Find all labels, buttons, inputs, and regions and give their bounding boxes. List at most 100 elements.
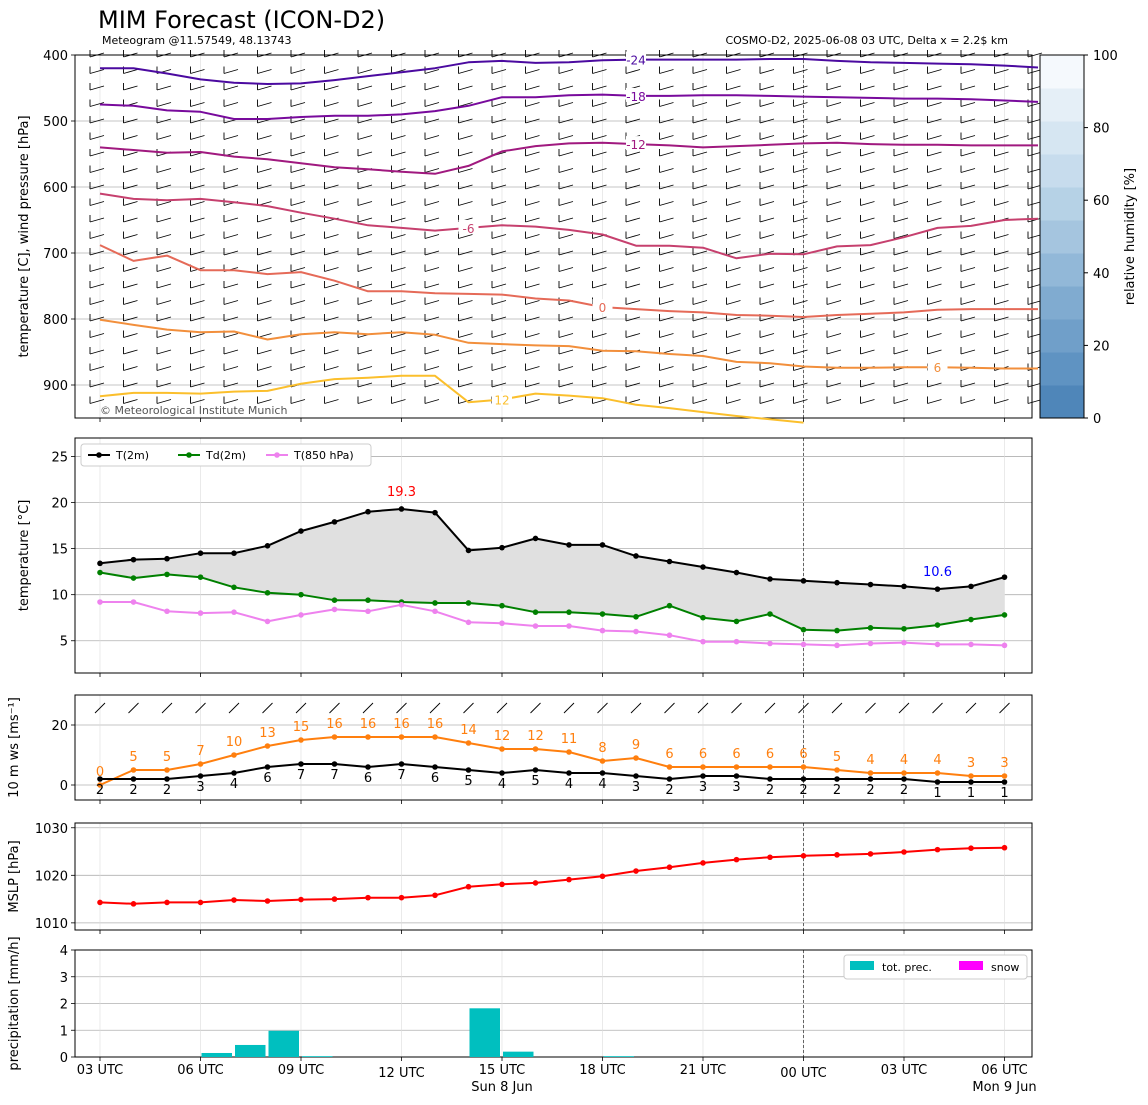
wind-barb — [290, 267, 306, 272]
wind-barb — [223, 168, 239, 173]
data-label-wind_gust_line: 3 — [632, 780, 640, 795]
data-point-wind_gust_line — [130, 776, 137, 782]
extreme-label: 10.6 — [923, 565, 952, 580]
data-point-wind_gust_line — [331, 761, 338, 767]
wind-barb — [558, 168, 574, 173]
wind-barb — [357, 135, 373, 140]
data-point-mslp — [733, 856, 740, 863]
wind-barb — [391, 102, 406, 107]
wind-barb — [558, 52, 574, 58]
wind-barb — [525, 333, 540, 338]
data-point-wind_gust_line — [666, 776, 673, 782]
wind-barb — [659, 118, 674, 124]
wind-barb — [123, 52, 138, 58]
wind-barb — [223, 382, 239, 388]
data-point-wind_gust_line — [398, 761, 405, 767]
wind-barb — [860, 151, 875, 157]
wind-barb — [156, 250, 172, 256]
wind-barb — [692, 366, 708, 371]
wind-barb — [391, 283, 406, 289]
data-label-wind_speed: 16 — [393, 717, 410, 732]
wind-barb — [759, 52, 775, 58]
wind-barb — [759, 168, 775, 173]
data-point-t850 — [298, 612, 304, 618]
data-point-t850 — [566, 623, 572, 629]
precip-bar — [469, 1008, 500, 1057]
data-point-td2m — [499, 602, 505, 609]
data-point-td2m — [767, 611, 773, 617]
wind-barb — [89, 366, 105, 371]
wind-barb — [156, 234, 172, 239]
precip-bar — [503, 1051, 534, 1057]
wind-barb — [491, 184, 507, 190]
wind-barb — [156, 184, 172, 190]
data-point-wind_speed — [901, 770, 907, 776]
isotherm-label-bg — [458, 219, 479, 234]
wind-barb — [625, 382, 641, 388]
colorbar-segment — [1040, 253, 1084, 287]
wind-barb — [726, 118, 741, 124]
wind-barb — [391, 250, 406, 256]
wind-barb — [357, 52, 373, 58]
wind-barb — [994, 184, 1009, 190]
wind-barb — [960, 217, 976, 223]
data-point-td2m — [331, 597, 338, 603]
data-point-t2m — [298, 528, 304, 534]
wind-barb — [123, 267, 138, 272]
data-label-wind_gust_line: 6 — [364, 771, 372, 786]
wind-barb — [525, 316, 540, 322]
wind-barb — [290, 316, 306, 322]
wind-barb — [290, 184, 306, 190]
wind-barb — [190, 316, 205, 322]
wind-barb — [463, 702, 474, 714]
data-label-wind_gust_line: 5 — [531, 774, 539, 789]
wind-barb — [324, 69, 339, 74]
wind-barb — [424, 102, 440, 107]
wind-barb — [726, 135, 741, 140]
wind-barb — [156, 283, 172, 289]
wind-barb — [659, 52, 674, 58]
wind-barb — [999, 702, 1010, 714]
wind-barb — [525, 102, 540, 107]
wind-barb — [831, 702, 843, 714]
wind-barb — [726, 168, 741, 173]
data-point-t2m — [398, 506, 405, 512]
colorbar-segment — [1040, 286, 1084, 320]
wind-barb — [860, 399, 875, 404]
wind-barb — [994, 52, 1009, 58]
wind-barb — [89, 151, 105, 157]
wind-barb — [525, 382, 540, 388]
wind-barb — [592, 366, 607, 371]
data-point-wind_speed — [599, 758, 606, 764]
data-label-wind_speed: 4 — [900, 753, 908, 768]
temperature-legend: T(2m) Td(2m) T(850 hPa) — [80, 443, 372, 467]
data-point-wind_speed — [934, 770, 941, 776]
precip-bar — [302, 1056, 333, 1057]
wind-barb — [558, 283, 574, 289]
wind-barb — [659, 201, 674, 206]
wind-barb — [860, 283, 875, 289]
wind-barb — [290, 283, 306, 289]
wind-barb — [625, 316, 641, 322]
wind-barb — [491, 168, 507, 173]
data-point-wind_speed — [432, 734, 438, 740]
data-point-mslp — [398, 894, 405, 901]
wind-barb — [726, 316, 741, 322]
wind-barb — [659, 267, 674, 272]
wind-barb — [156, 300, 172, 305]
wind-barb — [759, 333, 775, 338]
wind-barb — [324, 168, 339, 173]
wind-barb — [994, 69, 1009, 74]
wind-barb — [491, 300, 507, 305]
wind-barb — [558, 85, 574, 91]
wind-barb — [994, 349, 1009, 355]
data-label-wind_speed: 6 — [732, 747, 740, 762]
xtick-label: 03 UTC — [881, 1063, 927, 1078]
wind-barb — [123, 217, 138, 223]
panel-mslp: 1010 1020 1030 MSLP [hPa] — [7, 822, 1033, 934]
wind-barb — [994, 283, 1009, 289]
wind-barb — [793, 52, 808, 58]
wind-barb — [89, 300, 105, 305]
wind-barb — [726, 300, 741, 305]
wind-barb — [860, 85, 875, 91]
